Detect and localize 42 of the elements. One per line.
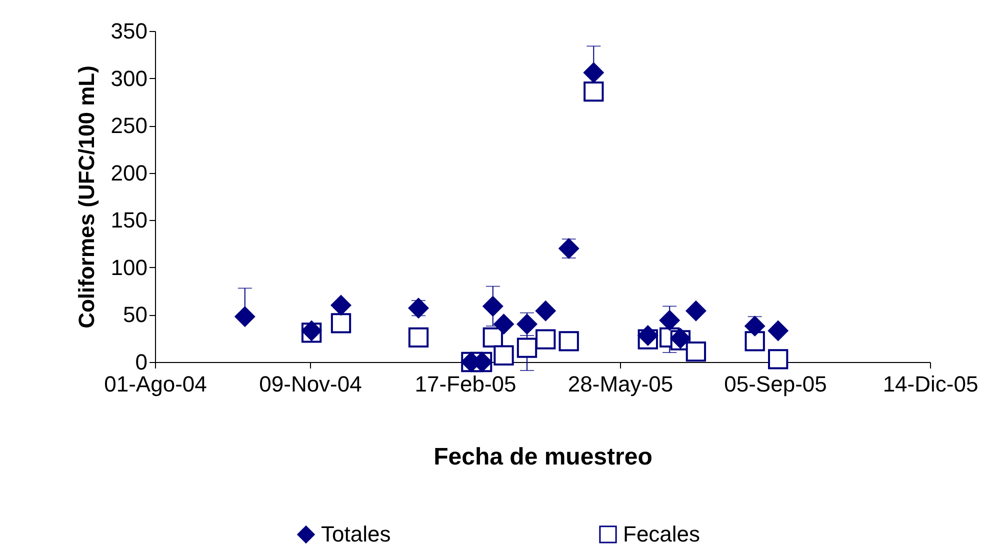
y-tick-label: 100 bbox=[110, 254, 148, 280]
y-tick-label: 0 bbox=[135, 350, 148, 374]
y-tick-label: 300 bbox=[110, 66, 148, 91]
point bbox=[536, 300, 556, 322]
point bbox=[686, 342, 706, 362]
point bbox=[744, 316, 765, 336]
x-tick-label: 09-Nov-04 bbox=[259, 372, 362, 396]
point bbox=[482, 327, 503, 348]
y-tick-label: 50 bbox=[123, 302, 148, 328]
legend-label: Totales bbox=[321, 521, 391, 546]
point bbox=[482, 296, 503, 316]
y-tick-label: 350 bbox=[110, 18, 148, 44]
x-axis-title: Fecha de muestreo bbox=[434, 444, 652, 470]
x-tick-label: 28-May-05 bbox=[568, 372, 674, 396]
point bbox=[516, 314, 538, 334]
point bbox=[536, 329, 556, 350]
point bbox=[744, 331, 765, 352]
point bbox=[584, 62, 604, 83]
legend-label: Fecales bbox=[623, 521, 700, 546]
x-tick-label: 17-Feb-05 bbox=[414, 372, 516, 396]
y-tick-label: 250 bbox=[110, 113, 148, 138]
point bbox=[558, 331, 579, 352]
point bbox=[408, 298, 429, 318]
point bbox=[408, 327, 429, 348]
point bbox=[638, 325, 658, 346]
point bbox=[584, 81, 604, 102]
point bbox=[660, 310, 680, 330]
point bbox=[330, 313, 352, 334]
point bbox=[330, 295, 352, 316]
point bbox=[768, 349, 788, 370]
y-tick-label: 150 bbox=[110, 208, 148, 233]
x-tick-label: 05-Sep-05 bbox=[724, 372, 827, 396]
point bbox=[516, 338, 538, 358]
y-tick-label: 200 bbox=[110, 160, 148, 186]
point bbox=[494, 314, 514, 334]
x-tick-label: 14-Dic-05 bbox=[882, 372, 978, 396]
x-tick-label: 01-Ago-04 bbox=[104, 372, 207, 396]
point bbox=[768, 320, 788, 341]
point bbox=[234, 306, 255, 327]
y-axis-title: Coliformes (UFC/100 mL) bbox=[74, 66, 99, 328]
point bbox=[494, 345, 514, 366]
point bbox=[686, 300, 706, 322]
